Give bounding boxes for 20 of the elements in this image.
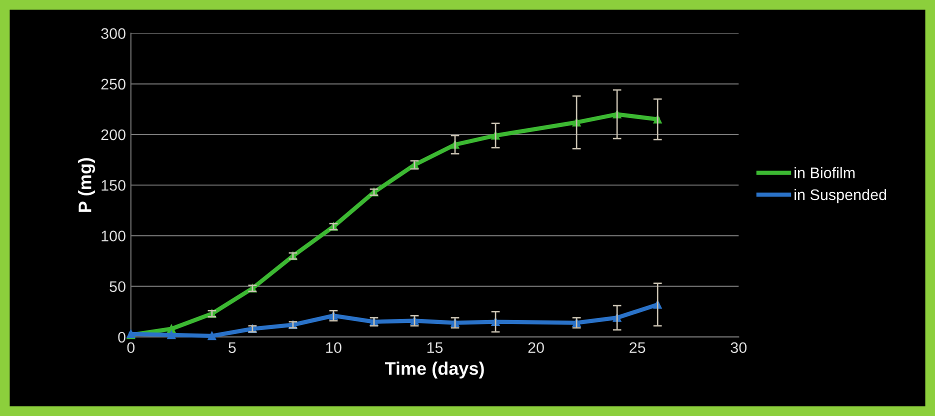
legend-label: in Biofilm (794, 167, 855, 178)
y-tick-label: 100 (102, 230, 126, 242)
y-tick-label: 0 (118, 332, 126, 343)
x-tick-label: 30 (730, 342, 747, 354)
x-tick-label: 15 (427, 342, 443, 354)
x-tick-label: 20 (528, 342, 544, 354)
y-tick-label: 50 (110, 281, 126, 292)
x-tick-label: 5 (228, 342, 236, 354)
y-tick-label: 300 (101, 28, 126, 39)
x-tick-label: 25 (630, 342, 646, 354)
y-tick-label: 250 (101, 78, 126, 90)
y-tick-label: 200 (101, 129, 126, 140)
point (167, 330, 176, 340)
x-axis-title: Time (days) (384, 362, 484, 378)
x-tick-label: 10 (326, 342, 342, 354)
x-tick-label: 0 (127, 342, 135, 354)
legend-label: in Suspended (794, 188, 886, 204)
y-axis-title: P (mg) (78, 158, 95, 212)
point (208, 332, 216, 340)
y-tick-label: 150 (102, 180, 126, 191)
